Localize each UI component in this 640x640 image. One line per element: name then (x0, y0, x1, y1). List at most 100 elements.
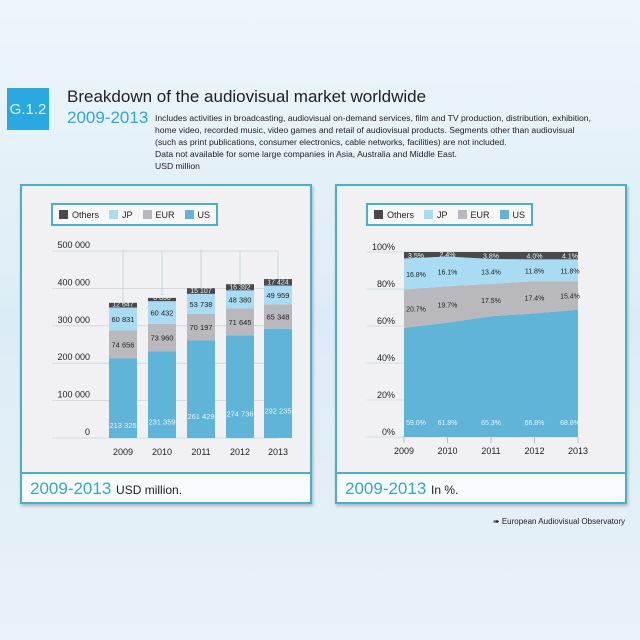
bar-eur (187, 313, 215, 341)
y-tick-label: 400 000 (57, 277, 90, 287)
bar-jp (264, 285, 292, 305)
legend-item: US (184, 209, 211, 220)
data-label: 16.1% (438, 269, 458, 276)
data-label: 17 424 (267, 280, 289, 287)
chart-caption: 2009-2013 USD million. (22, 472, 310, 502)
chart-caption: 2009-2013 In %. (337, 472, 625, 502)
bar-jp (109, 307, 137, 331)
y-tick-label: 0 (85, 427, 90, 437)
area-eur (404, 281, 578, 328)
data-label: 15 107 (190, 288, 212, 295)
area-others (404, 252, 578, 260)
y-tick-label: 80% (377, 279, 395, 289)
x-tick-label: 2010 (437, 446, 457, 456)
legend-item: Others (59, 209, 100, 220)
data-label: 20.7% (406, 307, 426, 314)
caption-years: 2009-2013 (30, 479, 112, 498)
area-jp (404, 256, 578, 290)
data-label: 292 235 (264, 406, 291, 415)
bar-others (264, 279, 292, 286)
data-label: 16 392 (229, 284, 251, 291)
legend-label: Others (72, 209, 100, 220)
legend-swatch-eur (457, 209, 467, 219)
data-label: 71 645 (229, 318, 252, 327)
legend-swatch-others (374, 209, 383, 219)
caption-unit: USD million. (116, 483, 183, 497)
legend-label: US (197, 209, 211, 220)
data-label: 16.8% (406, 272, 426, 279)
bar-jp (187, 293, 215, 314)
data-label: 49 959 (267, 291, 290, 300)
data-label: 3.8% (483, 254, 499, 261)
data-label: 4.1% (562, 254, 578, 261)
description-line: (such as print publications, consumer el… (155, 137, 507, 147)
data-label: 261 429 (187, 412, 214, 421)
data-label: 53 738 (190, 300, 213, 309)
data-label: 19.7% (438, 302, 458, 309)
chart-legend: Others JP EUR US (366, 203, 534, 226)
bar-others (148, 297, 176, 302)
data-label: 66.8% (525, 420, 545, 427)
x-tick-label: 2012 (230, 447, 250, 457)
legend-swatch-others (59, 209, 68, 219)
legend-label: JP (437, 209, 448, 220)
chart-legend: Others JP EUR US (51, 203, 219, 226)
data-label: 17.4% (525, 295, 545, 302)
x-tick-label: 2013 (268, 447, 288, 457)
legend-label: JP (122, 209, 133, 220)
data-label: 13.4% (481, 269, 501, 276)
data-label: 213 325 (109, 421, 136, 430)
bar-others (226, 284, 254, 291)
legend-label: EUR (470, 209, 490, 220)
y-tick-label: 200 000 (57, 352, 90, 362)
legend-swatch-eur (142, 209, 152, 219)
data-label: 4.0% (527, 254, 543, 261)
x-tick-label: 2010 (152, 447, 172, 457)
x-tick-label: 2009 (113, 447, 133, 457)
caption-years: 2009-2013 (345, 479, 427, 498)
bar-us (148, 351, 176, 438)
x-tick-label: 2011 (191, 447, 210, 457)
legend-swatch-us (499, 209, 509, 219)
description-line: USD million (155, 161, 200, 171)
data-label: 65.3% (481, 420, 501, 427)
bar-us (226, 335, 254, 438)
bar-jp (148, 301, 176, 324)
bar-eur (148, 323, 176, 352)
description-line: Data not available for some large compan… (155, 149, 457, 159)
bar-us (187, 340, 215, 438)
area-us (404, 309, 578, 437)
legend-item: JP (109, 209, 133, 220)
x-tick-label: 2009 (394, 446, 414, 456)
source-note: ➠ European Audiovisual Observatory (493, 517, 625, 526)
data-label: 70 197 (190, 323, 213, 332)
legend-swatch-us (184, 209, 194, 219)
y-tick-label: 0% (382, 427, 395, 437)
y-tick-label: 40% (377, 353, 395, 363)
figure-badge: G.1.2 (7, 88, 49, 130)
caption-unit: In %. (431, 483, 459, 497)
legend-label: EUR (155, 209, 175, 220)
bar-eur (109, 330, 137, 359)
legend-item: JP (424, 209, 448, 220)
data-label: 68.8% (560, 420, 580, 427)
data-label: 60 831 (112, 315, 135, 324)
data-label: 74 656 (112, 340, 135, 349)
bar-chart: 0 100 000 200 000 300 000 400 000 500 000 213 … (52, 240, 292, 457)
legend-item: Others (374, 209, 414, 220)
data-label: 3.5% (408, 253, 424, 260)
y-tick-label: 100 000 (57, 390, 90, 400)
x-tick-label: 2013 (568, 446, 588, 456)
description-line: home video, recorded music, video games … (155, 125, 575, 135)
x-tick-label: 2011 (481, 446, 500, 456)
legend-swatch-jp (109, 209, 119, 219)
legend-item: EUR (142, 209, 175, 220)
data-label: 12 647 (112, 302, 134, 309)
y-tick-label: 100% (372, 242, 395, 252)
data-label: 17.5% (481, 298, 501, 305)
legend-label: US (512, 209, 526, 220)
bar-eur (226, 308, 254, 336)
bar-others (187, 288, 215, 294)
y-tick-label: 60% (377, 316, 395, 326)
y-tick-label: 300 000 (57, 315, 90, 325)
